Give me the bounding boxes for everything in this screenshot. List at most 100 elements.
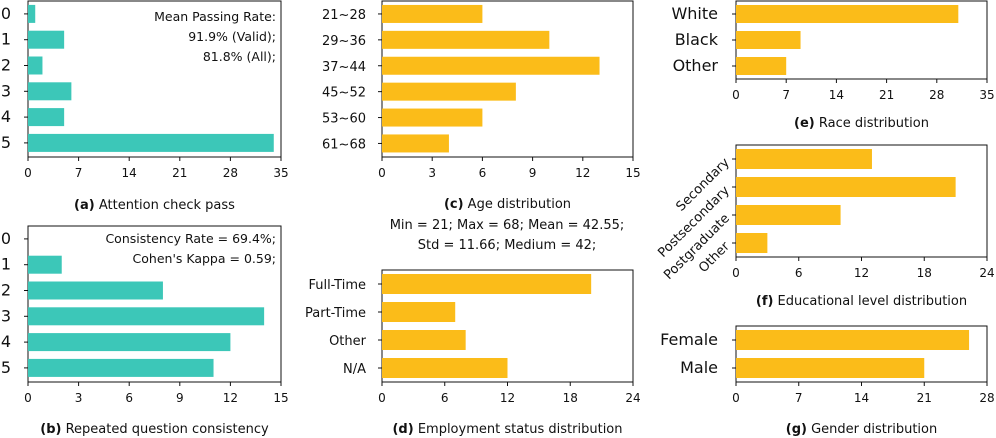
x-tick-label: 0	[24, 166, 32, 180]
category-label: Other	[673, 56, 719, 75]
x-tick-label: 28	[929, 88, 944, 102]
x-tick-label: 0	[378, 166, 386, 180]
x-tick-label: 14	[829, 88, 844, 102]
bar	[382, 302, 456, 322]
x-tick-label: 0	[732, 88, 740, 102]
annotation-line: Mean Passing Rate:	[154, 9, 276, 24]
bar	[28, 358, 214, 377]
category-label: 37~44	[322, 60, 366, 75]
category-label: 21~28	[322, 8, 366, 23]
x-tick-label: 0	[732, 391, 740, 405]
x-tick-label: 21	[172, 166, 187, 180]
stats-line: Std = 11.66; Medium = 42;	[418, 238, 597, 253]
bar	[382, 56, 600, 75]
stats-line: Min = 21; Max = 68; Mean = 42.55;	[390, 218, 625, 233]
x-tick-label: 7	[782, 88, 790, 102]
chart-g: 0 7 14 21 28 Female Male (g) Gender distributio…	[660, 325, 995, 437]
caption-text: Race distribution	[815, 116, 929, 131]
chart-a: 0 7 14 21 28 35 0 1 2 3 4 5 Mean Passing Rate: 91.9% …	[1, 0, 289, 213]
bar	[28, 4, 36, 23]
x-tick-label: 24	[625, 391, 640, 405]
x-tick-label: 6	[795, 266, 803, 280]
category-label: Male	[680, 358, 718, 377]
caption-text: Attention check pass	[95, 198, 235, 213]
category-label: Part-Time	[305, 306, 366, 321]
category-label: Black	[675, 30, 719, 49]
x-tick-label: 28	[979, 391, 994, 405]
category-label: 4	[1, 332, 11, 351]
bar	[382, 134, 449, 153]
caption-label: (g)	[786, 422, 807, 437]
caption-label: (b)	[40, 422, 61, 437]
bar	[382, 108, 483, 127]
chart-d: 0 6 12 18 24 Full-Time Part-Time Other N/A (d) Em…	[305, 269, 641, 437]
x-tick-label: 9	[176, 391, 184, 405]
category-label: N/A	[343, 362, 366, 377]
caption-text: Employment status distribution	[414, 422, 623, 437]
x-tick-label: 6	[125, 391, 133, 405]
x-tick-label: 0	[732, 266, 740, 280]
caption-text: Gender distribution	[807, 422, 937, 437]
x-tick-label: 7	[795, 391, 803, 405]
category-label: 1	[1, 30, 11, 49]
x-tick-label: 9	[529, 166, 537, 180]
bar	[28, 56, 43, 75]
category-label: White	[671, 4, 718, 23]
plot-frame	[27, 0, 282, 158]
category-label: 0	[1, 4, 11, 23]
category-label: Other	[329, 334, 367, 349]
x-tick-label: 24	[979, 266, 994, 280]
chart-caption: (e) Race distribution	[794, 116, 929, 131]
chart-caption: (c) Age distribution	[444, 197, 571, 212]
caption-text: Repeated question consistency	[61, 422, 269, 437]
category-label: 2	[1, 56, 11, 75]
bar	[28, 281, 163, 300]
x-tick-label: 3	[428, 166, 436, 180]
bar	[28, 30, 65, 49]
x-tick-label: 7	[75, 166, 83, 180]
x-tick-label: 21	[879, 88, 894, 102]
bar	[736, 149, 872, 169]
x-tick-label: 28	[223, 166, 238, 180]
bar	[382, 30, 550, 49]
bar	[28, 307, 265, 326]
category-label: 3	[1, 306, 11, 325]
x-tick-label: 6	[441, 391, 449, 405]
caption-label: (e)	[794, 116, 815, 131]
caption-label: (c)	[444, 197, 464, 212]
x-tick-label: 12	[575, 166, 590, 180]
category-label: Female	[660, 330, 718, 349]
bar	[28, 133, 274, 152]
chart-c: 0 3 6 9 12 15 21~28 29~36 37~44 45~52 53~60 61~68 (c…	[322, 0, 641, 253]
plot-frame	[381, 0, 634, 158]
chart-caption: (d) Employment status distribution	[392, 422, 622, 437]
category-label: 29~36	[322, 34, 366, 49]
category-label: 53~60	[322, 112, 366, 127]
x-tick-label: 14	[854, 391, 869, 405]
bar	[736, 31, 801, 49]
category-label: 5	[1, 358, 11, 377]
annotation-line: Cohen's Kappa = 0.59;	[133, 251, 276, 266]
caption-label: (a)	[74, 198, 95, 213]
bar	[736, 330, 970, 350]
annotation-line: 91.9% (Valid);	[188, 29, 276, 44]
x-tick-label: 35	[979, 88, 994, 102]
x-tick-label: 15	[273, 391, 288, 405]
x-tick-label: 21	[917, 391, 932, 405]
category-label: 61~68	[322, 137, 366, 152]
category-label: 2	[1, 281, 11, 300]
bar	[28, 82, 72, 101]
bar	[736, 205, 841, 225]
x-tick-label: 0	[378, 391, 386, 405]
chart-caption: (b) Repeated question consistency	[40, 422, 269, 437]
x-tick-label: 12	[854, 266, 869, 280]
plot-frame	[27, 225, 282, 383]
caption-text: Age distribution	[464, 197, 572, 212]
bar	[28, 333, 231, 352]
bar	[382, 274, 592, 294]
annotation-line: 81.8% (All);	[203, 49, 276, 64]
x-tick-label: 3	[75, 391, 83, 405]
chart-f: 0 6 12 18 24SecondaryPostsecondaryPostgradua…	[655, 144, 995, 309]
